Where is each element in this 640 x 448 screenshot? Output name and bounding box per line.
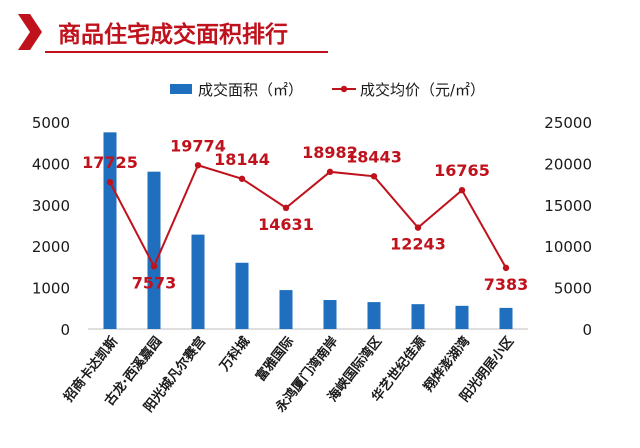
y-right-tick-label: 0 [582,321,592,339]
slide-title: 商品住宅成交面积排行 [58,21,288,48]
y-left-tick-label: 3000 [32,197,70,215]
line-point [194,162,202,169]
bar [147,171,161,329]
title-chevron-icon [18,14,42,50]
y-left-tick-label: 0 [60,321,70,339]
bar [279,290,293,329]
line-point [106,179,114,186]
price-line [109,164,507,269]
line-data-label: 18144 [214,150,270,169]
bar [191,234,205,329]
y-left-tick-label: 4000 [32,155,70,173]
x-tick-label: 万科城 [216,334,253,375]
line-data-label: 7573 [132,273,177,292]
x-tick-label: 富雅国际 [253,334,298,385]
y-right-tick-label: 10000 [544,238,592,256]
bar [323,300,337,329]
line-point [326,168,334,176]
line-point [282,204,290,212]
y-right-tick-label: 15000 [544,197,592,215]
bar [103,132,117,329]
line-data-label: 19774 [170,136,226,155]
line-data-label: 17725 [82,153,138,172]
y-left-tick-label: 2000 [32,238,70,256]
line-data-label: 7383 [484,275,529,294]
chart-legend: 成交面积（㎡） 成交均价（元/㎡） [170,81,485,99]
y-right-tick-label: 25000 [544,114,592,132]
line-point [458,186,466,194]
bar [499,307,513,329]
bar [411,304,425,329]
line-data-label: 14631 [258,215,314,234]
slide-header: 商品住宅成交面积排行 [18,14,328,53]
legend-bar-swatch [170,84,192,94]
bar [367,302,381,329]
legend-bar-label: 成交面积（㎡） [198,81,303,99]
line-data-label: 18982 [302,143,358,162]
y-left-tick-label: 1000 [32,280,70,298]
line-data-label: 12243 [390,235,446,254]
line-point [150,263,158,270]
line-point [414,224,422,231]
line-point [502,264,510,272]
bar [455,305,469,329]
y-right-tick-label: 5000 [554,280,592,298]
chart-axes: 0 1000 2000 3000 4000 5000 0 5000 10000 15000 2000… [32,114,592,339]
legend-line-label: 成交均价（元/㎡） [360,81,485,99]
y-right-tick-label: 20000 [544,155,592,173]
line-data-label: 18443 [346,147,402,166]
line-point [370,173,378,180]
bar-series [103,132,513,329]
legend-line-marker [340,85,348,93]
y-left-tick-label: 5000 [32,114,70,132]
bar [235,262,249,329]
line-point [238,175,246,182]
line-data-label: 16765 [434,161,490,180]
